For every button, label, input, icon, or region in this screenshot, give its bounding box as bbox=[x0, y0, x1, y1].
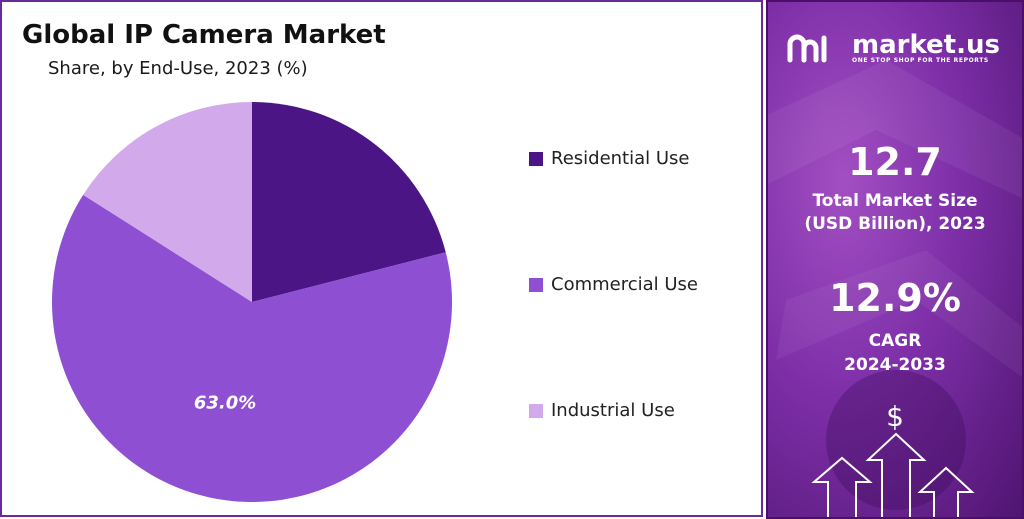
market-size-label-line2: (USD Billion), 2023 bbox=[804, 214, 986, 234]
brand-tagline: ONE STOP SHOP FOR THE REPORTS bbox=[852, 57, 989, 64]
pie-slice-industrial-use bbox=[83, 102, 252, 302]
pie-slice-residential-use bbox=[252, 102, 446, 302]
brand-logo bbox=[786, 30, 830, 64]
growth-arrows-icon bbox=[811, 432, 975, 519]
chart-panel: Global IP Camera Market Share, by End-Us… bbox=[0, 0, 763, 517]
pie-data-label: 63.0% bbox=[194, 393, 256, 414]
legend-swatch bbox=[529, 403, 543, 418]
market-size-value: 12.7 bbox=[848, 140, 942, 184]
cagr-label-line2: 2024-2033 bbox=[844, 355, 946, 375]
legend-swatch bbox=[529, 151, 543, 166]
market-size-label-line1: Total Market Size bbox=[812, 191, 978, 211]
legend-item-industrial-use: Industrial Use bbox=[529, 400, 675, 421]
pie-slice-commercial-use bbox=[52, 194, 453, 503]
cagr-value: 12.9% bbox=[829, 276, 961, 320]
legend-swatch bbox=[529, 277, 543, 292]
legend-item-residential-use: Residential Use bbox=[529, 148, 690, 169]
dollar-icon: $ bbox=[886, 400, 904, 433]
cagr-label-line1: CAGR bbox=[868, 331, 922, 351]
market-us-logo-icon bbox=[787, 34, 827, 63]
legend-label: Industrial Use bbox=[551, 400, 675, 421]
summary-panel: market.us ONE STOP SHOP FOR THE REPORTS … bbox=[766, 0, 1024, 519]
summary-panel-border bbox=[766, 0, 1024, 519]
legend-item-commercial-use: Commercial Use bbox=[529, 274, 698, 295]
brand-name: market.us bbox=[852, 30, 1000, 60]
legend-label: Commercial Use bbox=[551, 274, 699, 295]
pie-chart: 63.0% bbox=[52, 102, 453, 503]
chart-subtitle: Share, by End-Use, 2023 (%) bbox=[48, 58, 308, 79]
chart-title: Global IP Camera Market bbox=[22, 20, 386, 50]
legend-label: Residential Use bbox=[551, 148, 690, 169]
